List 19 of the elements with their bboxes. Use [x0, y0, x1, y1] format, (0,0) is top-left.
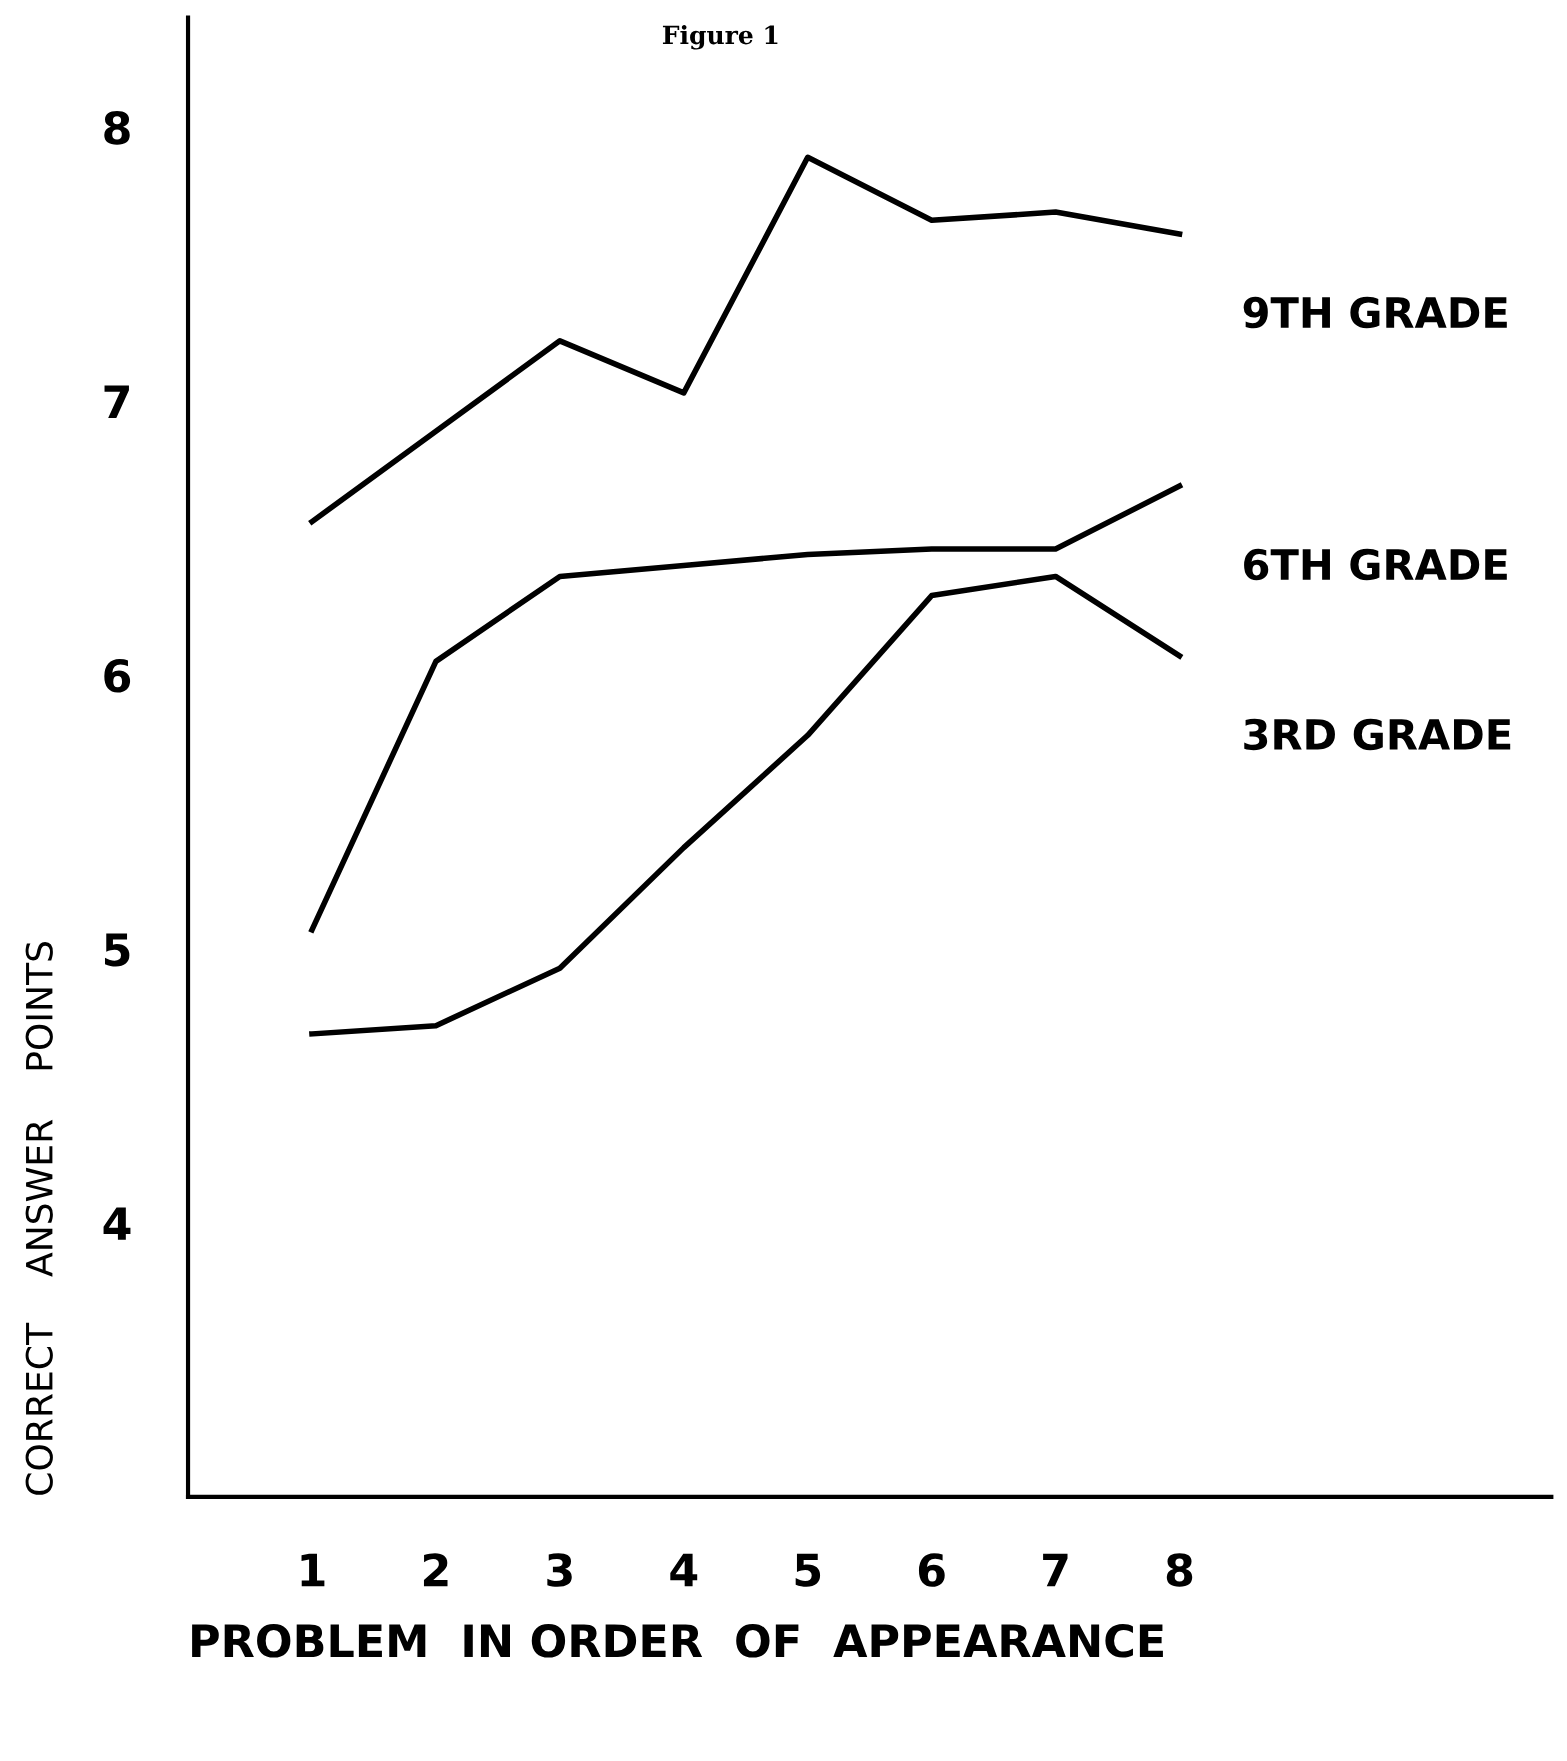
x-tick-label: 7	[1043, 1553, 1068, 1587]
y-tick-label: 5	[104, 933, 130, 967]
y-tick-label: 7	[104, 385, 129, 418]
text: 3RD GRADE	[1244, 718, 1511, 751]
x-tick-label: 2	[423, 1553, 448, 1587]
text: 9TH GRADE	[1243, 296, 1507, 329]
y-tick-label: 8	[104, 111, 130, 145]
x-axis-title: PROBLEM IN ORDER OF APPEARANCE	[192, 1623, 1163, 1658]
x-tick-label: 5	[795, 1553, 821, 1587]
x-tick-label: 6	[918, 1553, 945, 1587]
y-axis-title: CORRECT ANSWER POINTS	[25, 942, 53, 1495]
y-tick-label: 4	[103, 1207, 131, 1240]
text: 6TH GRADE	[1244, 548, 1507, 581]
x-tick-label: 8	[1166, 1553, 1193, 1587]
x-tick-label: 1	[301, 1553, 325, 1587]
x-tick-label: 4	[670, 1553, 698, 1587]
x-tick-label: 3	[547, 1553, 572, 1587]
y-tick-label: 6	[104, 658, 131, 693]
chart-title: Figure 1	[662, 25, 778, 50]
